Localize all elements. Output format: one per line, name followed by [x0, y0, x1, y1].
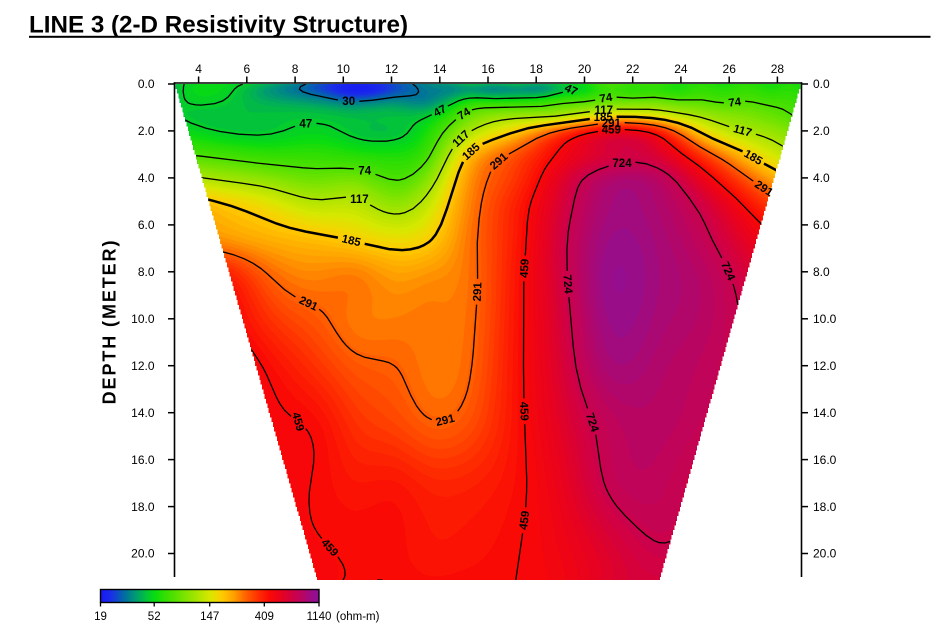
svg-text:8.0: 8.0: [813, 265, 830, 279]
svg-text:8.0: 8.0: [138, 265, 155, 279]
svg-text:10.0: 10.0: [131, 312, 155, 326]
svg-text:10: 10: [337, 62, 351, 76]
svg-text:0.0: 0.0: [138, 77, 155, 91]
svg-text:185: 185: [594, 112, 614, 124]
svg-text:2.0: 2.0: [138, 124, 155, 138]
svg-text:6.0: 6.0: [813, 218, 830, 232]
svg-text:459: 459: [289, 411, 306, 433]
svg-text:20.0: 20.0: [131, 547, 155, 561]
svg-text:12: 12: [385, 62, 399, 76]
svg-text:18: 18: [530, 62, 544, 76]
svg-text:16: 16: [481, 62, 495, 76]
svg-text:20: 20: [578, 62, 592, 76]
svg-text:14.0: 14.0: [131, 406, 155, 420]
svg-text:47: 47: [299, 118, 312, 130]
svg-text:291: 291: [472, 281, 485, 301]
svg-text:4: 4: [195, 62, 202, 76]
svg-text:47: 47: [562, 82, 579, 98]
svg-text:8: 8: [292, 62, 299, 76]
svg-text:724: 724: [583, 412, 601, 435]
svg-text:18.0: 18.0: [131, 500, 155, 514]
svg-text:2.0: 2.0: [813, 124, 830, 138]
svg-text:459: 459: [517, 401, 530, 421]
svg-text:459: 459: [602, 125, 621, 137]
svg-text:6: 6: [243, 62, 250, 76]
svg-text:117: 117: [732, 123, 753, 140]
svg-text:28: 28: [771, 62, 785, 76]
svg-text:6.0: 6.0: [138, 218, 155, 232]
svg-text:117: 117: [595, 105, 614, 117]
svg-text:1140: 1140: [307, 611, 332, 623]
svg-text:74: 74: [599, 92, 614, 106]
svg-text:10.0: 10.0: [813, 312, 837, 326]
svg-text:724: 724: [560, 274, 573, 295]
svg-text:47: 47: [432, 103, 449, 120]
svg-text:409: 409: [255, 611, 274, 623]
svg-text:4.0: 4.0: [138, 171, 155, 185]
svg-text:74: 74: [456, 106, 474, 123]
svg-text:74: 74: [358, 166, 371, 178]
svg-text:291: 291: [435, 413, 457, 429]
svg-text:14.0: 14.0: [813, 406, 837, 420]
svg-text:12.0: 12.0: [813, 359, 837, 373]
svg-text:724: 724: [612, 158, 632, 170]
svg-text:291: 291: [602, 118, 622, 130]
svg-text:26: 26: [723, 62, 737, 76]
svg-text:30: 30: [342, 96, 355, 108]
svg-text:(ohm-m): (ohm-m): [336, 611, 380, 623]
svg-text:22: 22: [626, 62, 640, 76]
svg-text:4.0: 4.0: [813, 171, 830, 185]
svg-text:LINE 3 (2-D Resistivity Struct: LINE 3 (2-D Resistivity Structure): [29, 12, 408, 39]
svg-text:14: 14: [433, 62, 447, 76]
svg-text:19: 19: [94, 611, 107, 623]
svg-text:147: 147: [200, 611, 219, 623]
svg-text:459: 459: [519, 259, 532, 279]
svg-text:DEPTH (METER): DEPTH (METER): [100, 239, 120, 405]
svg-text:16.0: 16.0: [131, 453, 155, 467]
svg-text:74: 74: [728, 96, 743, 110]
svg-text:117: 117: [350, 194, 369, 206]
svg-text:52: 52: [148, 611, 161, 623]
svg-text:12.0: 12.0: [131, 359, 155, 373]
svg-text:20.0: 20.0: [813, 547, 837, 561]
svg-text:185: 185: [340, 233, 362, 249]
svg-text:0.0: 0.0: [813, 77, 830, 91]
svg-text:459: 459: [518, 510, 532, 531]
svg-text:24: 24: [674, 62, 688, 76]
svg-text:18.0: 18.0: [813, 500, 837, 514]
svg-text:16.0: 16.0: [813, 453, 837, 467]
